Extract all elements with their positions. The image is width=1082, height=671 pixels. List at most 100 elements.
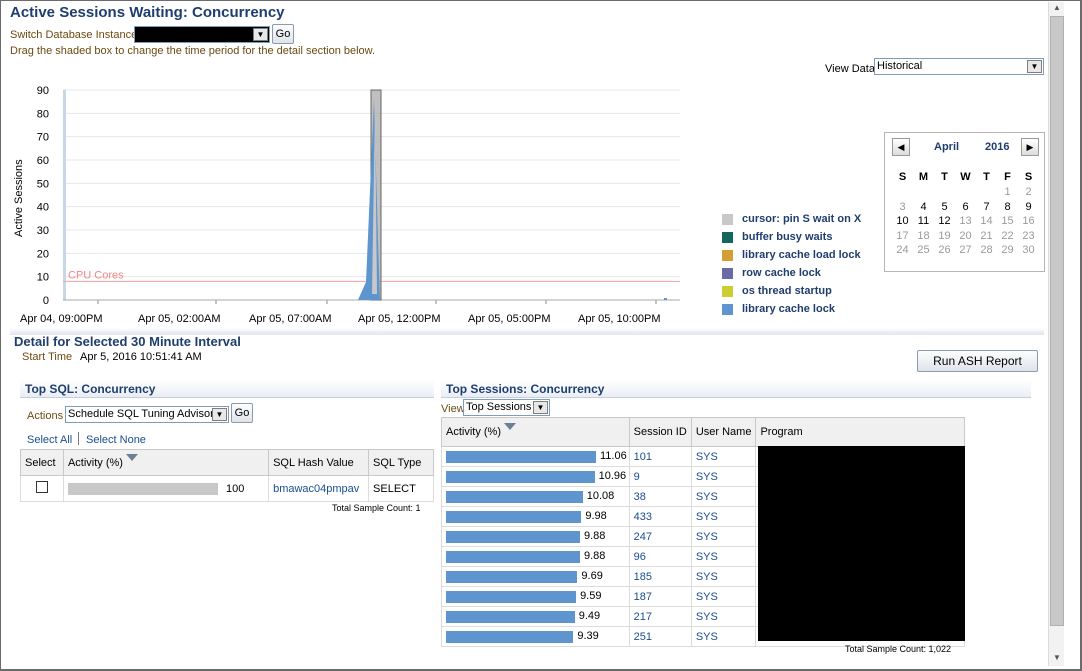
user-name-link[interactable]: SYS [690, 526, 757, 547]
sessions-view-select[interactable]: Top Sessions ▼ [463, 399, 550, 416]
cpu-cores-label: CPU Cores [68, 269, 124, 281]
calendar-day[interactable]: 12 [938, 215, 951, 228]
session-id-link[interactable]: 38 [628, 486, 692, 507]
detail-title: Detail for Selected 30 Minute Interval [14, 334, 241, 349]
user-name-link[interactable]: SYS [690, 506, 757, 527]
column-header[interactable]: SQL Type [368, 449, 434, 476]
y-tick-label: 90 [37, 85, 49, 97]
page-title: Active Sessions Waiting: Concurrency [10, 4, 285, 21]
calendar-day[interactable]: 11 [917, 215, 930, 228]
column-header[interactable]: SQL Hash Value [268, 449, 370, 476]
activity-value: 11.06 [600, 450, 627, 462]
activity-bar [67, 483, 218, 495]
run-ash-report-button[interactable]: Run ASH Report [917, 350, 1038, 372]
activity-value: 100 [225, 483, 245, 495]
session-id-link[interactable]: 247 [628, 526, 692, 547]
activity-value: 10.08 [586, 490, 615, 502]
user-name-link[interactable]: SYS [690, 446, 757, 467]
activity-bar [446, 591, 577, 603]
calendar-day[interactable]: 7 [983, 200, 990, 213]
program-redaction [758, 446, 965, 641]
column-header[interactable]: User Name [690, 417, 757, 447]
left-arrow-icon[interactable]: ◀ [892, 138, 910, 156]
legend-label: os thread startup [742, 285, 832, 297]
view-data-select[interactable]: Historical ▼ [874, 58, 1044, 75]
column-header[interactable]: Session ID [628, 417, 692, 447]
sql-hash-link[interactable]: bmawac04pmpav [268, 475, 370, 502]
scroll-up-icon[interactable]: ▲ [1053, 3, 1061, 12]
sql-type: SELECT [368, 475, 434, 502]
activity-cell: 10.08 [441, 486, 630, 507]
column-header[interactable]: Activity (%) [441, 417, 630, 447]
weekday-label: S [898, 171, 907, 183]
user-name-link[interactable]: SYS [690, 486, 757, 507]
vertical-scrollbar[interactable]: ▲ ▼ [1048, 2, 1064, 666]
calendar-day[interactable]: 8 [1004, 200, 1011, 213]
activity-cell: 9.49 [441, 606, 630, 627]
activity-bar [446, 531, 580, 543]
actions-go-button[interactable]: Go [231, 403, 253, 423]
scroll-down-icon[interactable]: ▼ [1053, 653, 1061, 662]
user-name-link[interactable]: SYS [690, 566, 757, 587]
y-tick-label: 10 [37, 272, 49, 284]
calendar-day[interactable]: 6 [962, 200, 969, 213]
session-id-link[interactable]: 96 [628, 546, 692, 567]
session-id-link[interactable]: 187 [628, 586, 692, 607]
user-name-link[interactable]: SYS [690, 626, 757, 647]
session-id-link[interactable]: 9 [628, 466, 692, 487]
chevron-down-icon: ▼ [533, 401, 548, 414]
table-row: 100 bmawac04pmpav SELECT [20, 475, 434, 502]
legend-label: cursor: pin S wait on X [742, 213, 862, 225]
right-arrow-icon[interactable]: ▶ [1021, 138, 1039, 156]
column-header[interactable]: Select [20, 449, 64, 476]
active-sessions-chart[interactable]: 0 10 20 30 40 50 60 70 80 90 Apr 04, 09:00PM Apr 05… [0, 78, 700, 330]
row-checkbox[interactable] [35, 481, 48, 493]
calendar-day: 17 [896, 229, 909, 242]
user-name-link[interactable]: SYS [690, 586, 757, 607]
activity-value: 9.69 [581, 570, 603, 582]
top-sql-table: Select Activity (%) SQL Hash Value SQL Type… [20, 449, 434, 502]
instance-select[interactable]: ▼ [134, 26, 270, 43]
column-header-label: SQL Hash Value [273, 456, 354, 469]
drag-hint: Drag the shaded box to change the time p… [10, 45, 376, 57]
user-name-link[interactable]: SYS [690, 606, 757, 627]
user-name-link[interactable]: SYS [690, 466, 757, 487]
select-all-link[interactable]: Select All [27, 434, 73, 446]
instance-go-button[interactable]: Go [272, 24, 294, 44]
column-header-label: Select [25, 456, 56, 469]
session-id-link[interactable]: 217 [628, 606, 692, 627]
calendar-header: ◀ April 2016 ▶ [885, 133, 1044, 159]
session-id-link[interactable]: 251 [628, 626, 692, 647]
weekday-label: T [983, 171, 990, 183]
calendar-day[interactable]: 4 [920, 200, 927, 213]
calendar-day: 15 [1001, 215, 1014, 228]
scrollbar-thumb[interactable] [1050, 16, 1064, 626]
column-header[interactable]: Activity (%) [62, 449, 270, 476]
calendar-day: 2 [1025, 186, 1032, 199]
legend-label: buffer busy waits [742, 231, 833, 243]
calendar-day: 23 [1022, 229, 1035, 242]
user-name-link[interactable]: SYS [690, 546, 757, 567]
chevron-down-icon: ▼ [212, 408, 227, 421]
calendar-day[interactable]: 9 [1025, 200, 1032, 213]
actions-select[interactable]: Schedule SQL Tuning Advisor ▼ [65, 406, 229, 423]
calendar: ◀ April 2016 ▶ S M T W T F S 1 2 3 4 5 6 7 8 9 10 11 12 13 1… [884, 132, 1045, 272]
calendar-day[interactable]: 10 [896, 215, 909, 228]
session-id-link[interactable]: 185 [628, 566, 692, 587]
column-header[interactable]: Program [755, 417, 965, 447]
calendar-day[interactable]: 5 [941, 200, 948, 213]
activity-value: 9.49 [578, 610, 601, 622]
calendar-day: 30 [1022, 244, 1035, 257]
column-header-label: Activity (%) [67, 456, 123, 469]
select-cell [20, 475, 64, 502]
weekday-label: W [960, 171, 971, 183]
select-none-link[interactable]: Select None [86, 434, 146, 446]
session-id-link[interactable]: 433 [628, 506, 692, 527]
session-id-link[interactable]: 101 [628, 446, 692, 467]
calendar-day [913, 185, 934, 200]
activity-bar [446, 631, 574, 643]
legend-swatch [722, 268, 733, 279]
activity-value: 10.96 [598, 470, 627, 482]
calendar-day: 14 [980, 215, 993, 228]
